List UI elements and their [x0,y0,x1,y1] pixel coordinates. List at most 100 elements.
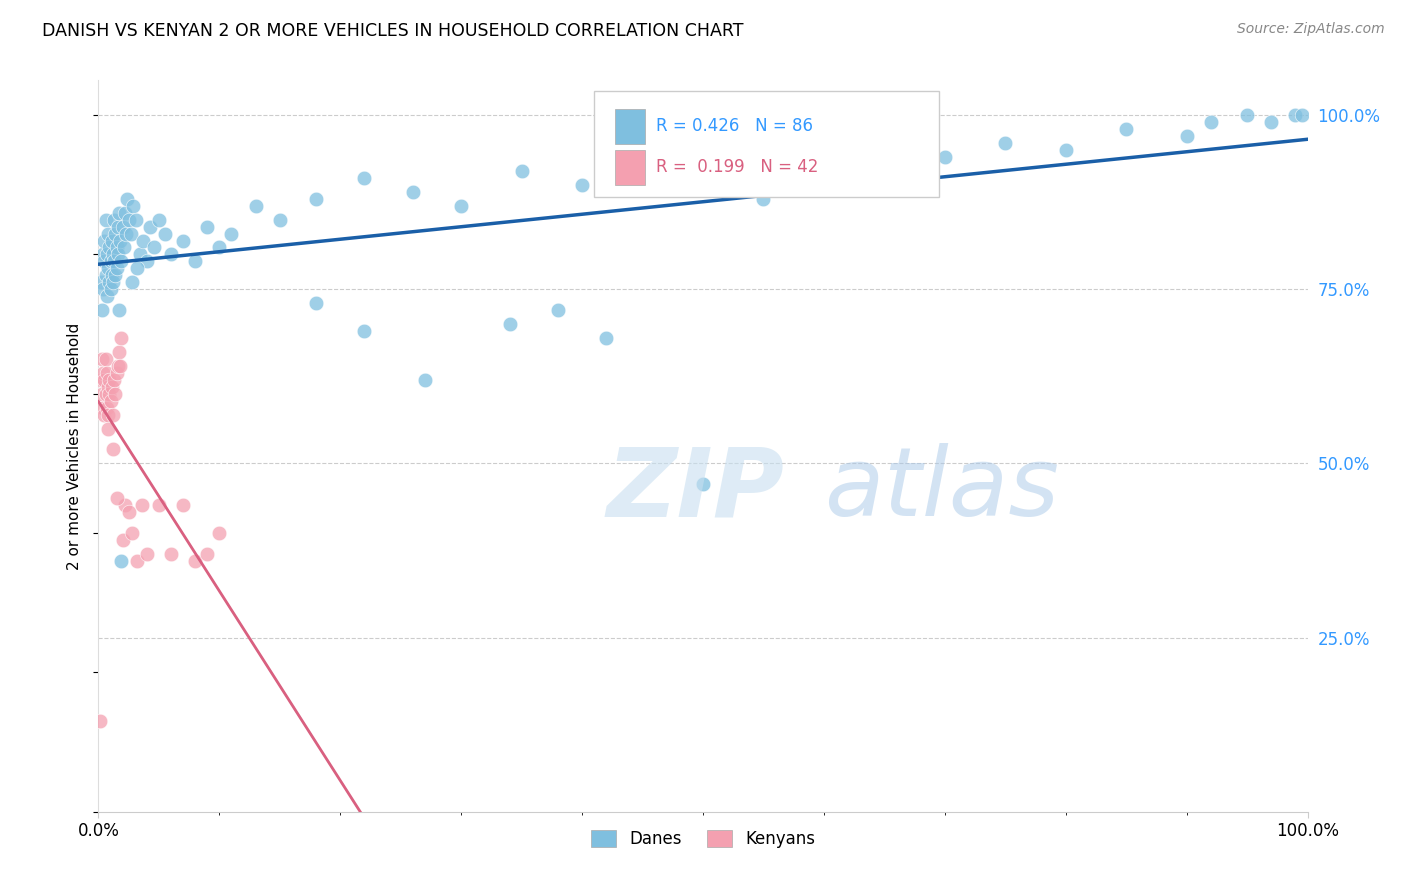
Point [245,199,267,213]
Point [172,498,194,512]
Point [107,247,129,261]
Point [111,219,134,234]
Point [184,554,207,568]
Point [107,219,129,234]
Point [100,380,122,394]
Point [547,303,569,318]
Point [114,498,136,512]
Point [1236,108,1258,122]
Point [160,547,183,561]
Y-axis label: 2 or more Vehicles in Household: 2 or more Vehicles in Household [67,322,83,570]
Point [90,373,112,387]
Point [98,386,121,401]
Point [94,386,117,401]
Point [195,219,218,234]
Point [571,178,593,192]
Point [1260,115,1282,129]
Point [94,268,117,283]
Text: atlas: atlas [824,443,1059,536]
Point [269,212,291,227]
Point [108,205,131,219]
Point [100,268,122,283]
Point [139,219,162,234]
Point [118,505,141,519]
Point [91,386,114,401]
Point [692,477,714,491]
Point [208,526,231,541]
Point [305,296,328,310]
Point [127,261,149,276]
Point [131,498,153,512]
Point [101,275,124,289]
Point [118,212,141,227]
Point [100,282,122,296]
Point [91,303,114,318]
Point [98,240,121,254]
Point [97,421,120,435]
Point [100,254,122,268]
Point [153,227,176,241]
Point [110,331,132,345]
Point [104,268,127,283]
Point [101,247,124,261]
Point [91,282,114,296]
Point [91,366,114,380]
Point [208,240,231,254]
Point [90,275,112,289]
Point [105,240,128,254]
Point [93,254,115,268]
Point [934,150,956,164]
Point [97,408,120,422]
Point [114,205,136,219]
Point [105,366,128,380]
Point [108,359,131,373]
Point [100,393,122,408]
Point [103,373,125,387]
Point [108,345,131,359]
Point [160,247,183,261]
Point [94,212,117,227]
Point [498,317,520,331]
Point [402,185,425,199]
Point [117,192,139,206]
Point [132,234,155,248]
Point [1199,115,1222,129]
Point [98,373,121,387]
Text: ZIP: ZIP [606,443,785,536]
Point [111,533,134,547]
Point [97,380,120,394]
Point [107,359,129,373]
Point [121,526,143,541]
Point [595,331,617,345]
Point [353,324,375,338]
Point [121,275,143,289]
Point [100,234,122,248]
Point [96,366,118,380]
Point [221,227,243,241]
Point [135,547,157,561]
Point [97,227,120,241]
Point [1284,108,1306,122]
Text: DANISH VS KENYAN 2 OR MORE VEHICLES IN HOUSEHOLD CORRELATION CHART: DANISH VS KENYAN 2 OR MORE VEHICLES IN H… [42,22,744,40]
Point [143,240,166,254]
Point [115,227,138,241]
Point [305,192,328,206]
Point [353,170,375,185]
Point [813,157,835,171]
Point [103,212,125,227]
Point [104,227,127,241]
Point [172,234,194,248]
Point [101,442,124,457]
Text: R = 0.426   N = 86: R = 0.426 N = 86 [655,118,813,136]
Point [105,261,128,276]
Point [108,303,131,318]
Point [110,254,132,268]
Point [1115,122,1137,136]
Point [122,199,145,213]
Point [112,240,135,254]
Point [101,408,124,422]
Point [108,234,131,248]
Point [148,498,170,512]
Point [93,408,115,422]
Point [510,164,533,178]
